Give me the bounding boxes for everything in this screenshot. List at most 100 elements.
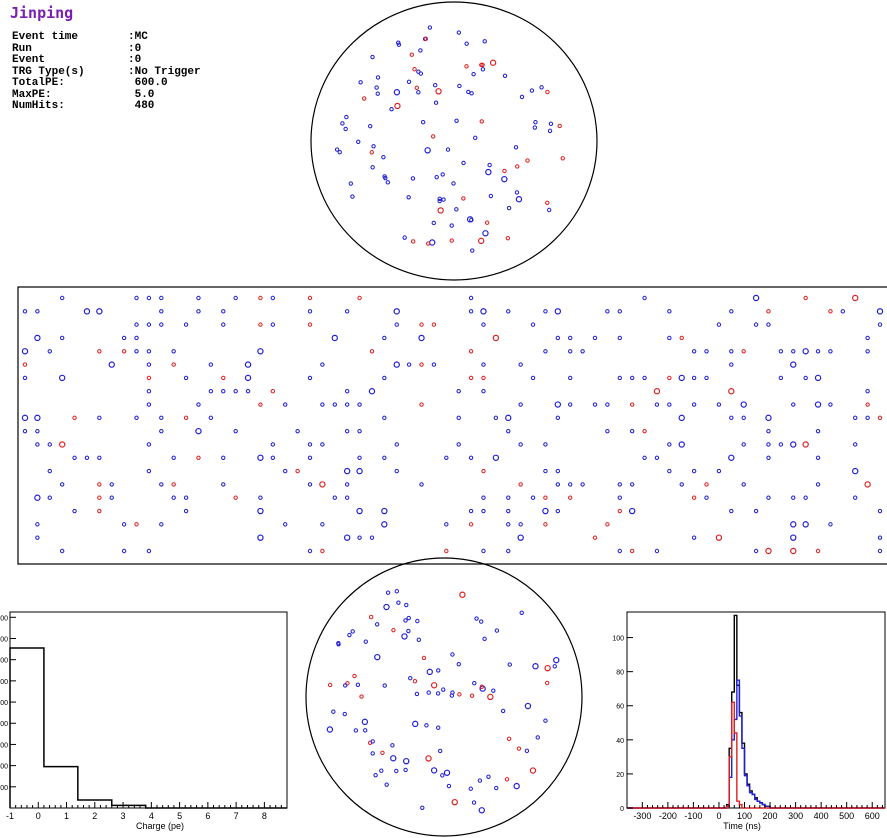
pmt-hit-marker	[548, 121, 554, 127]
pmt-hit-marker	[159, 428, 164, 434]
pmt-hit-marker	[221, 322, 226, 327]
pmt-hit-marker	[342, 711, 347, 717]
pmt-hit-marker	[486, 774, 491, 779]
pmt-hit-marker	[543, 309, 548, 314]
pmt-hit-marker	[34, 414, 41, 422]
pmt-hit-marker	[134, 295, 139, 301]
pmt-hit-marker	[72, 508, 77, 514]
pmt-hit-marker	[403, 618, 408, 623]
pmt-hit-marker	[394, 589, 400, 594]
pmt-hit-marker	[535, 735, 540, 740]
pmt-hit-marker	[840, 309, 846, 314]
pmt-hit-marker	[482, 39, 487, 44]
pmt-hit-marker	[518, 522, 523, 527]
pmt-hit-marker	[464, 41, 469, 46]
pmt-hit-marker	[270, 389, 276, 394]
pmt-hit-marker	[517, 534, 524, 541]
event-info-label: Event time	[12, 31, 79, 43]
pmt-hit-marker	[183, 495, 189, 500]
pmt-hit-marker	[134, 415, 139, 421]
pmt-hit-marker	[343, 683, 348, 688]
pmt-hit-marker	[605, 522, 610, 527]
pmt-hit-marker	[766, 322, 771, 327]
event-info-row: NumHits: 480	[12, 100, 201, 113]
pmt-hit-marker	[283, 468, 288, 474]
pmt-hit-marker	[716, 402, 722, 407]
event-info-value: :MC	[128, 31, 148, 43]
pmt-hit-marker	[443, 769, 451, 776]
pmt-hit-marker	[344, 482, 350, 487]
pmt-hit-marker	[208, 389, 214, 394]
pmt-hit-marker	[502, 73, 508, 79]
event-info-label: Event	[12, 54, 46, 66]
pmt-hit-marker	[370, 751, 375, 756]
pmt-hit-marker	[420, 805, 425, 810]
x-tick-label: -100	[684, 811, 702, 821]
event-info-value: :0	[128, 54, 142, 66]
pmt-hit-marker	[159, 322, 164, 327]
pmt-hit-marker	[506, 522, 511, 527]
pmt-hit-marker	[159, 295, 164, 301]
pmt-hit-marker	[479, 119, 484, 124]
event-info-row: Event time :MC	[12, 31, 201, 44]
pmt-hit-marker	[492, 334, 500, 342]
pmt-hit-marker	[815, 349, 821, 354]
pmt-hit-marker	[865, 335, 870, 341]
pmt-hit-marker	[146, 295, 152, 301]
pmt-hit-marker	[370, 165, 375, 170]
pmt-hit-marker	[507, 662, 512, 667]
pmt-hit-marker	[514, 190, 520, 195]
pmt-hit-marker	[233, 389, 238, 394]
pmt-hit-marker	[480, 67, 486, 72]
pmt-hit-marker	[350, 629, 355, 634]
pmt-hit-marker	[415, 618, 420, 624]
pmt-hit-marker	[343, 126, 348, 132]
pmt-hit-marker	[765, 414, 772, 422]
pmt-hit-marker	[431, 220, 436, 226]
pmt-hit-marker	[704, 482, 709, 487]
pmt-hit-marker	[427, 25, 433, 30]
pmt-hit-marker	[728, 454, 735, 461]
pmt-hit-marker	[83, 308, 91, 315]
pmt-hit-marker	[766, 442, 771, 447]
pmt-hit-marker	[414, 85, 420, 91]
pmt-hit-marker	[480, 308, 487, 315]
pmt-hit-marker	[371, 144, 376, 149]
pmt-hit-marker	[853, 495, 858, 500]
pmt-hit-marker	[450, 690, 455, 695]
y-tick-label: 200	[0, 785, 8, 792]
pmt-hit-marker	[385, 590, 391, 595]
pmt-hit-marker	[84, 455, 90, 460]
pmt-hit-marker	[469, 91, 474, 96]
pmt-hit-marker	[864, 481, 871, 488]
y-tick-label: 600	[0, 742, 8, 749]
plot-frame	[626, 611, 886, 809]
pmt-hit-marker	[356, 507, 363, 515]
pmt-hit-marker	[336, 640, 341, 646]
pmt-hit-marker	[530, 322, 536, 327]
pmt-hit-marker	[373, 772, 378, 778]
pmt-hit-marker	[283, 522, 288, 527]
pmt-hit-marker	[815, 455, 821, 460]
pmt-hit-marker	[423, 36, 429, 41]
pmt-hit-marker	[406, 195, 411, 200]
pmt-hit-marker	[337, 149, 342, 155]
pmt-hit-marker	[451, 798, 458, 806]
pmt-hit-marker	[642, 428, 647, 434]
pmt-hit-marker	[97, 349, 102, 354]
y-tick-label: 1200	[0, 679, 8, 686]
pmt-hit-marker	[418, 71, 424, 76]
pmt-hit-marker	[555, 415, 561, 421]
pmt-hit-marker	[47, 442, 52, 447]
pmt-hit-marker	[409, 52, 414, 57]
pmt-hit-marker	[487, 693, 494, 701]
pmt-hit-marker	[815, 428, 821, 434]
pmt-hit-marker	[544, 680, 550, 686]
pmt-hit-marker	[814, 401, 822, 408]
pmt-hit-marker	[380, 750, 385, 756]
pmt-hit-marker	[450, 652, 455, 657]
pmt-hit-marker	[363, 728, 368, 733]
pmt-hit-marker	[352, 673, 357, 679]
pmt-hit-marker	[295, 428, 300, 434]
